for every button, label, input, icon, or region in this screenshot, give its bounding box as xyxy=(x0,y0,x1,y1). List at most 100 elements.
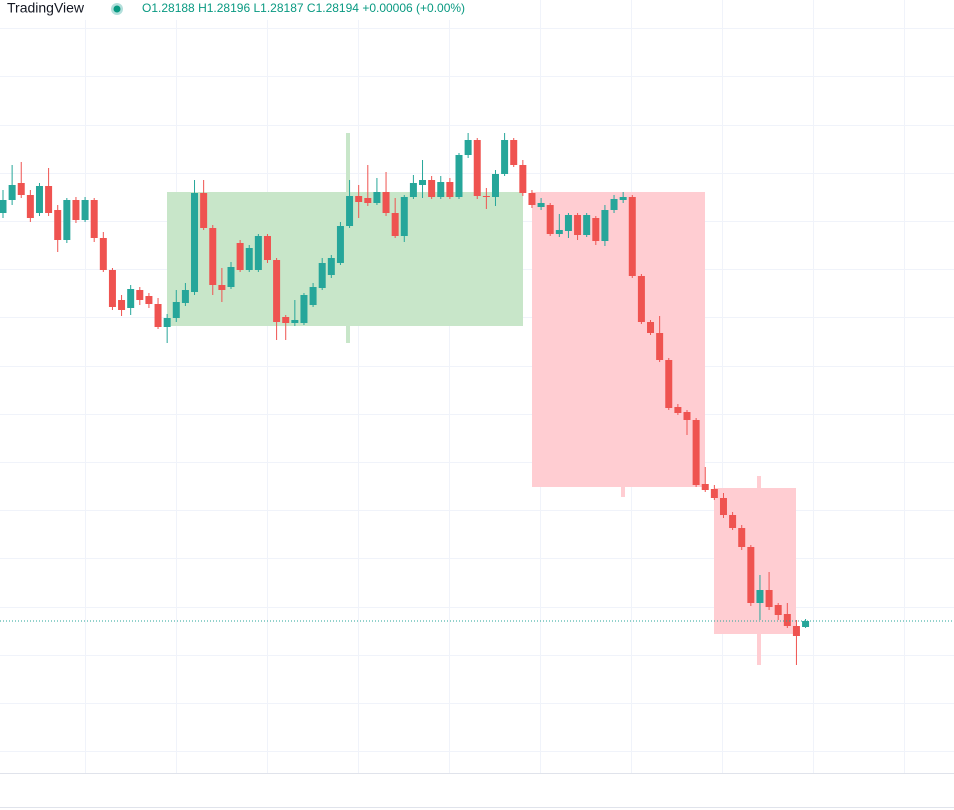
ohlc-value: 1.28188 xyxy=(151,1,195,15)
candle-body xyxy=(792,626,800,636)
drawing-box xyxy=(167,192,523,326)
candle-body xyxy=(108,270,116,307)
ohlc-value: 1.28194 xyxy=(316,1,360,15)
candle-body xyxy=(0,200,7,213)
candle-body xyxy=(619,197,627,200)
candle-body xyxy=(81,200,89,220)
candle-body xyxy=(564,215,572,231)
candle-body xyxy=(601,210,609,241)
candle-body xyxy=(263,236,271,260)
candle-body xyxy=(491,174,499,197)
candle-body xyxy=(409,183,417,197)
ohlc-label: L xyxy=(253,1,260,15)
candle-body xyxy=(63,200,71,240)
candle-body xyxy=(419,180,427,185)
candle-body xyxy=(45,186,53,213)
candle-body xyxy=(90,200,98,238)
candle-body xyxy=(610,199,618,210)
candle-body xyxy=(464,140,472,155)
candle-body xyxy=(373,192,381,203)
candle-body xyxy=(710,489,718,498)
candle-body xyxy=(628,197,636,276)
candle-body xyxy=(719,498,727,515)
ohlc-value: 1.28196 xyxy=(207,1,251,15)
legend-bg xyxy=(0,0,500,20)
candle-body xyxy=(656,333,664,360)
candle-body xyxy=(665,360,673,408)
candle-body xyxy=(254,236,262,270)
candle-body xyxy=(674,407,682,413)
candle-body xyxy=(172,302,180,318)
candle-body xyxy=(455,155,463,197)
candle-body xyxy=(683,412,691,420)
candle-body xyxy=(428,180,436,197)
candle-body xyxy=(300,295,308,323)
candle-body xyxy=(355,196,363,202)
candle-body xyxy=(318,263,326,288)
candle-body xyxy=(72,200,80,220)
candle-body xyxy=(245,248,253,270)
candle-body xyxy=(519,165,527,193)
candle-body xyxy=(127,289,135,308)
change: +0.00006 (+0.00%) xyxy=(362,1,465,15)
candle-body xyxy=(391,213,399,236)
candle-body xyxy=(400,197,408,236)
brand: TradingView xyxy=(7,0,85,16)
candle-body xyxy=(191,193,199,292)
ohlc-label: C xyxy=(307,1,316,15)
candle-body xyxy=(118,300,126,310)
candle-body xyxy=(637,276,645,322)
candle-body xyxy=(35,186,43,213)
candle-body xyxy=(783,614,791,626)
drawing-bar xyxy=(757,476,761,665)
candle-body xyxy=(145,296,153,304)
candle-body xyxy=(209,228,217,285)
candle-body xyxy=(647,322,655,333)
ohlc-value: 1.28187 xyxy=(260,1,304,15)
status-dot xyxy=(113,5,121,13)
drawing-box xyxy=(532,192,705,487)
candle-body xyxy=(154,304,162,327)
candle-body xyxy=(218,285,226,290)
candle-body xyxy=(364,198,372,203)
candle-body xyxy=(729,515,737,528)
candle-body xyxy=(236,243,244,270)
candle-body xyxy=(17,183,25,195)
drawing-bar xyxy=(621,487,625,497)
candle-body xyxy=(99,238,107,270)
candle-body xyxy=(537,203,545,207)
candle-body xyxy=(54,210,62,240)
candle-body xyxy=(528,193,536,205)
candle-body xyxy=(26,195,34,218)
candle-body xyxy=(482,196,490,197)
candle-body xyxy=(346,196,354,226)
candle-body xyxy=(446,182,454,197)
candle-body xyxy=(701,484,709,490)
candle-body xyxy=(227,267,235,287)
drawing-box xyxy=(714,488,796,634)
candle-body xyxy=(382,192,390,213)
candle-body xyxy=(774,605,782,615)
candle-body xyxy=(309,287,317,305)
candle-body xyxy=(473,140,481,196)
candle-body xyxy=(327,258,335,275)
candle-body xyxy=(574,215,582,235)
candle-body xyxy=(136,290,144,300)
candle-body xyxy=(738,528,746,547)
candle-body xyxy=(437,182,445,197)
candle-body xyxy=(765,590,773,607)
ohlc-legend: O1.28188 H1.28196 L1.28187 C1.28194 +0.0… xyxy=(142,1,465,15)
candle-body xyxy=(273,260,281,322)
candle-body xyxy=(592,218,600,241)
candle-body xyxy=(546,205,554,234)
candle-body xyxy=(802,621,810,627)
candle-body xyxy=(692,420,700,485)
drawing-bar xyxy=(346,133,350,343)
candle-body xyxy=(747,547,755,603)
candle-body xyxy=(8,185,16,200)
candle-body xyxy=(336,226,344,263)
candle-body xyxy=(163,318,171,327)
